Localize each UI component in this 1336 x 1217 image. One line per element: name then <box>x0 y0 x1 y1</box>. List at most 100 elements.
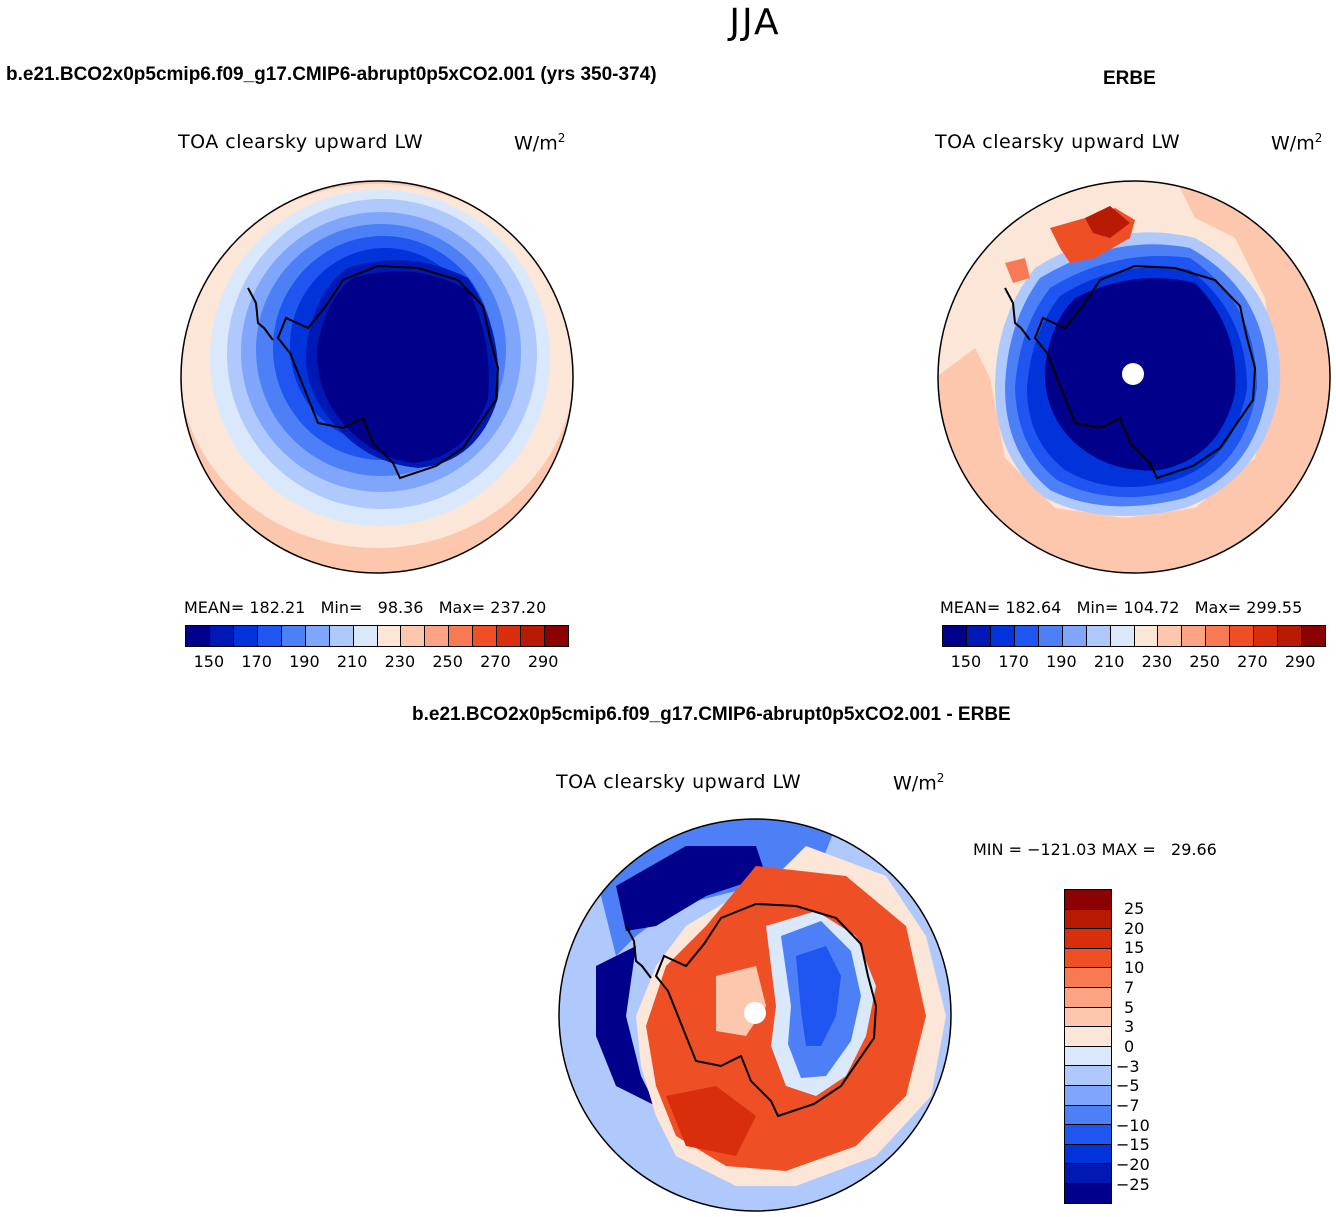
colorbar-tick-label: 170 <box>241 652 272 671</box>
colorbar-tick-label: 170 <box>998 652 1029 671</box>
colorbar-swatch <box>305 626 330 646</box>
colorbar-swatch <box>545 626 568 646</box>
obs-coastline <box>1033 264 1257 480</box>
colorbar-swatch <box>1062 626 1087 646</box>
colorbar-swatch <box>1278 626 1303 646</box>
colorbar-swatch <box>233 626 258 646</box>
colorbar-tick-label: −5 <box>1116 1076 1140 1096</box>
colorbar-swatch <box>943 626 967 646</box>
colorbar-swatch <box>1038 626 1063 646</box>
colorbar-tick-label: 5 <box>1124 997 1135 1017</box>
colorbar-tick-label: 190 <box>1046 652 1077 671</box>
colorbar-swatch <box>1014 626 1039 646</box>
colorbar-tick-label: 7 <box>1124 977 1135 997</box>
diff-case-title: b.e21.BCO2x0p5cmip6.f09_g17.CMIP6-abrupt… <box>412 704 1011 725</box>
colorbar-swatch <box>521 626 546 646</box>
colorbar-swatch <box>1065 1105 1111 1126</box>
obs-colorbar <box>942 625 1326 647</box>
model-plot-title: TOA clearsky upward LW <box>178 131 424 153</box>
diff-colorbar-ticks: 25 20 15 10 7 5 3 0 −3 −5 −7 −10 −15 −20 −25 <box>1116 889 1176 1209</box>
obs-units: W/m2 <box>1271 131 1323 155</box>
colorbar-tick-label: 210 <box>336 652 368 671</box>
colorbar-swatch <box>449 626 474 646</box>
colorbar-swatch <box>1065 1144 1111 1165</box>
colorbar-swatch <box>1302 626 1325 646</box>
colorbar-swatch <box>1065 1164 1111 1184</box>
diff-polar-map <box>558 818 952 1212</box>
colorbar-swatch <box>353 626 378 646</box>
colorbar-tick-label: 25 <box>1124 899 1145 918</box>
colorbar-tick-label: 3 <box>1124 1017 1135 1037</box>
colorbar-swatch <box>281 626 306 646</box>
colorbar-swatch <box>1254 626 1279 646</box>
colorbar-tick-label: −3 <box>1116 1056 1140 1076</box>
obs-map-border <box>937 180 1331 574</box>
colorbar-swatch <box>425 626 450 646</box>
colorbar-swatch <box>1065 968 1111 988</box>
colorbar-swatch <box>1065 948 1111 969</box>
diff-coastline <box>654 902 878 1118</box>
diff-colorbar <box>1064 889 1112 1204</box>
colorbar-tick-label: −7 <box>1116 1096 1140 1115</box>
colorbar-swatch <box>329 626 354 646</box>
obs-polar-hole <box>1122 363 1144 385</box>
model-field-core <box>317 271 489 463</box>
colorbar-swatch <box>1065 987 1111 1008</box>
colorbar-swatch <box>473 626 498 646</box>
diff-units: W/m2 <box>893 771 945 795</box>
colorbar-swatch <box>257 626 282 646</box>
colorbar-swatch <box>966 626 991 646</box>
model-colorbar-ticks: 150 170 190 210 230 250 270 290 <box>185 652 569 672</box>
colorbar-swatch <box>1086 626 1111 646</box>
colorbar-tick-label: 150 <box>193 652 225 671</box>
colorbar-tick-label: 270 <box>1237 652 1268 671</box>
obs-plot-title: TOA clearsky upward LW <box>935 131 1181 153</box>
colorbar-tick-label: 10 <box>1124 958 1145 978</box>
colorbar-swatch <box>1065 1046 1111 1067</box>
colorbar-swatch <box>1134 626 1159 646</box>
colorbar-swatch <box>497 626 522 646</box>
colorbar-swatch <box>377 626 402 646</box>
colorbar-tick-label: 290 <box>1284 652 1316 671</box>
diff-plot-title: TOA clearsky upward LW <box>556 771 802 793</box>
obs-case-title: ERBE <box>1103 68 1156 89</box>
colorbar-tick-label: 250 <box>1189 652 1220 671</box>
colorbar-tick-label: 15 <box>1124 938 1145 958</box>
obs-colorbar-ticks: 150 170 190 210 230 250 270 290 <box>942 652 1326 672</box>
colorbar-swatch <box>1065 1007 1111 1028</box>
colorbar-swatch <box>1065 929 1111 949</box>
colorbar-swatch <box>186 626 210 646</box>
diff-cold-patch-north <box>616 846 766 931</box>
colorbar-swatch <box>990 626 1015 646</box>
colorbar-tick-label: 150 <box>950 652 982 671</box>
colorbar-swatch <box>1065 1125 1111 1145</box>
model-polar-map <box>180 180 574 574</box>
model-map-border <box>180 180 574 574</box>
obs-stats: MEAN= 182.64 Min= 104.72 Max= 299.55 <box>940 598 1303 617</box>
colorbar-swatch <box>209 626 234 646</box>
figure-title: JJA <box>729 2 781 43</box>
model-case-title: b.e21.BCO2x0p5cmip6.f09_g17.CMIP6-abrupt… <box>6 64 657 85</box>
colorbar-tick-label: 190 <box>289 652 320 671</box>
colorbar-tick-label: 230 <box>384 652 416 671</box>
colorbar-swatch <box>1065 1027 1111 1047</box>
colorbar-tick-label: −25 <box>1116 1174 1150 1194</box>
colorbar-swatch <box>1065 1085 1111 1106</box>
diff-cold-patch-west <box>596 946 656 1106</box>
colorbar-swatch <box>1158 626 1183 646</box>
colorbar-swatch <box>1230 626 1255 646</box>
diff-polar-hole <box>744 1002 766 1024</box>
colorbar-swatch <box>1065 1183 1111 1203</box>
colorbar-tick-label: −15 <box>1116 1135 1150 1155</box>
model-colorbar <box>185 625 569 647</box>
colorbar-tick-label: 20 <box>1124 918 1145 938</box>
colorbar-tick-label: −10 <box>1116 1115 1150 1135</box>
colorbar-swatch <box>1206 626 1231 646</box>
colorbar-tick-label: 290 <box>527 652 559 671</box>
colorbar-tick-label: 0 <box>1124 1036 1135 1056</box>
colorbar-tick-label: 250 <box>432 652 463 671</box>
colorbar-swatch <box>1110 626 1135 646</box>
colorbar-swatch <box>1065 909 1111 930</box>
colorbar-tick-label: −20 <box>1116 1155 1150 1175</box>
